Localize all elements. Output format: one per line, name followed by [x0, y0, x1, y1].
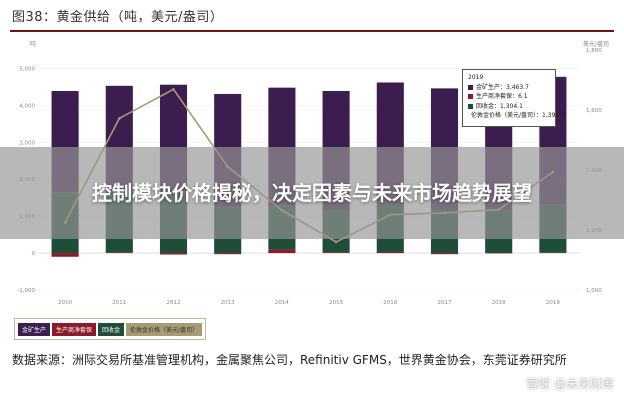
right-tick-label: 1,600 — [586, 108, 602, 114]
legend-swatch-mine — [468, 84, 473, 90]
tooltip-text-recycle: 回收金：1,304.1 — [476, 102, 523, 110]
y-tick-label: -1,000 — [17, 288, 35, 294]
tooltip-row-mine: 金矿生产：3,463.7 — [468, 83, 550, 93]
price-point — [172, 88, 175, 91]
bar-hedge — [430, 253, 459, 255]
tooltip-2019: 2019 金矿生产：3,463.7 生产商净套保：6.1 回收金：1,304.1… — [462, 69, 565, 127]
y-tick-label: 0 — [32, 251, 36, 257]
legend-item-recycle: 回收金 — [98, 322, 125, 336]
legend-item-price: 伦敦金价格（美元/盎司） — [126, 322, 203, 336]
source-note: 数据来源：洲际交易所基准管理机构，金属聚焦公司，Refinitiv GFMS，世… — [12, 353, 567, 367]
tooltip-year: 2019 — [468, 74, 484, 81]
legend-item-mine: 金矿生产 — [18, 322, 51, 336]
x-tick-label: 2013 — [221, 300, 235, 306]
x-tick-label: 2016 — [383, 300, 397, 306]
bar-hedge — [105, 252, 133, 254]
x-tick-label: 2012 — [167, 300, 181, 306]
axis-ticks: 5,0004,0003,0002,0001,0000-1,0001,8001,6… — [17, 48, 602, 306]
x-tick-label: 2019 — [546, 300, 560, 306]
bar-hedge — [376, 251, 404, 254]
headline-banner: 控制模块价格揭秘，决定因素与未来市场趋势展望 — [0, 147, 624, 239]
x-tick-label: 2011 — [112, 300, 126, 306]
tooltip-row-price: 伦敦金价格（美元/盎司）：1,393.0 — [468, 111, 565, 121]
right-tick-label: 1,000 — [586, 288, 602, 294]
bar-hedge — [268, 249, 296, 254]
legend-item-hedge: 生产商净套保 — [52, 322, 97, 336]
bar-hedge — [159, 253, 188, 255]
tooltip-text-hedge: 生产商净套保：6.1 — [476, 93, 528, 100]
x-tick-label: 2017 — [438, 300, 452, 306]
bar-hedge — [322, 252, 350, 254]
y-tick-label: 3,000 — [19, 140, 35, 146]
right-tick-label: 1,800 — [586, 48, 602, 54]
price-point — [334, 240, 338, 244]
chart-legend: 金矿生产 生产商净套保 回收金 伦敦金价格（美元/盎司） — [14, 318, 207, 340]
left-axis-unit: 吨 — [30, 40, 36, 48]
price-point — [118, 117, 121, 120]
y-tick-label: 5,000 — [19, 66, 35, 72]
tooltip-row-hedge: 生产商净套保：6.1 — [468, 92, 550, 102]
snowball-logo-icon — [508, 376, 523, 391]
legend-swatch-hedge — [468, 94, 473, 100]
bar-hedge — [51, 253, 79, 257]
x-tick-label: 2015 — [329, 300, 343, 306]
x-tick-label: 2010 — [58, 300, 72, 306]
tooltip-row-recycle: 回收金：1,304.1 — [468, 102, 550, 112]
x-tick-label: 2014 — [275, 300, 289, 306]
figure-title: 图38：黄金供给（吨，美元/盎司） — [12, 10, 224, 25]
tooltip-text-mine: 金矿生产：3,463.7 — [476, 83, 529, 91]
title-divider — [10, 30, 614, 32]
watermark: 雪球 @未来财库 — [508, 375, 614, 392]
legend-swatch-recycle — [468, 103, 473, 109]
y-tick-label: 4,000 — [19, 103, 35, 109]
headline-text: 控制模块价格揭秘，决定因素与未来市场趋势展望 — [92, 181, 532, 205]
watermark-text: 雪球 @未来财库 — [526, 377, 614, 391]
bar-hedge — [214, 253, 242, 255]
x-tick-label: 2018 — [492, 300, 506, 306]
right-axis-unit: 美元/盎司 — [583, 40, 609, 48]
tooltip-text-price: 伦敦金价格（美元/盎司）：1,393.0 — [471, 112, 565, 119]
